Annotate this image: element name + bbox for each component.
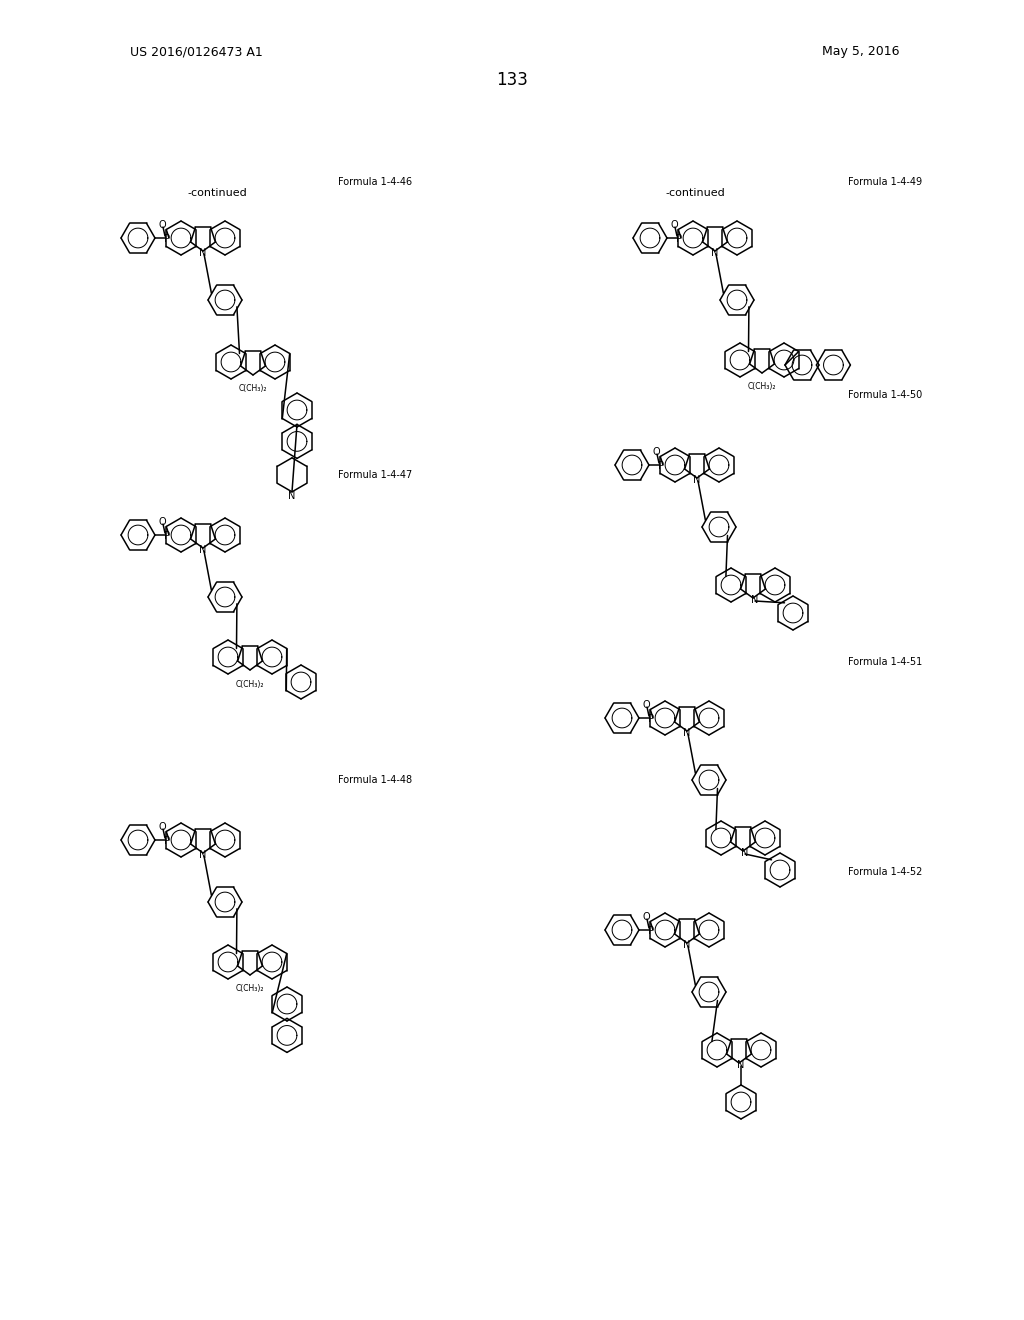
Text: Formula 1-4-46: Formula 1-4-46 xyxy=(338,177,412,187)
Text: N: N xyxy=(683,940,690,950)
Text: C(CH₃)₂: C(CH₃)₂ xyxy=(748,383,776,392)
Text: N: N xyxy=(683,729,690,738)
Text: P: P xyxy=(648,927,654,936)
Text: N: N xyxy=(752,595,759,605)
Text: Formula 1-4-49: Formula 1-4-49 xyxy=(848,177,923,187)
Text: Formula 1-4-52: Formula 1-4-52 xyxy=(848,867,923,876)
Text: -continued: -continued xyxy=(187,187,247,198)
Text: O: O xyxy=(158,220,166,230)
Text: Formula 1-4-48: Formula 1-4-48 xyxy=(338,775,412,785)
Text: Formula 1-4-50: Formula 1-4-50 xyxy=(848,389,923,400)
Text: -continued: -continued xyxy=(666,187,725,198)
Text: P: P xyxy=(164,234,170,244)
Text: N: N xyxy=(712,248,719,257)
Text: P: P xyxy=(648,714,654,723)
Text: P: P xyxy=(164,531,170,541)
Text: N: N xyxy=(737,1060,744,1071)
Text: O: O xyxy=(158,822,166,832)
Text: N: N xyxy=(200,248,207,257)
Text: C(CH₃)₂: C(CH₃)₂ xyxy=(236,680,264,689)
Text: C(CH₃)₂: C(CH₃)₂ xyxy=(239,384,267,393)
Text: C(CH₃)₂: C(CH₃)₂ xyxy=(236,985,264,994)
Text: N: N xyxy=(200,850,207,861)
Text: O: O xyxy=(158,517,166,527)
Text: P: P xyxy=(676,234,682,244)
Text: P: P xyxy=(658,461,664,471)
Text: O: O xyxy=(670,220,678,230)
Text: 133: 133 xyxy=(496,71,528,88)
Text: Formula 1-4-51: Formula 1-4-51 xyxy=(848,657,923,667)
Text: O: O xyxy=(642,912,650,921)
Text: N: N xyxy=(289,491,296,500)
Text: O: O xyxy=(652,447,659,457)
Text: US 2016/0126473 A1: US 2016/0126473 A1 xyxy=(130,45,263,58)
Text: May 5, 2016: May 5, 2016 xyxy=(822,45,900,58)
Text: O: O xyxy=(642,700,650,710)
Text: N: N xyxy=(741,847,749,858)
Text: N: N xyxy=(693,475,700,484)
Text: N: N xyxy=(200,545,207,554)
Text: Formula 1-4-47: Formula 1-4-47 xyxy=(338,470,413,480)
Text: P: P xyxy=(164,836,170,846)
